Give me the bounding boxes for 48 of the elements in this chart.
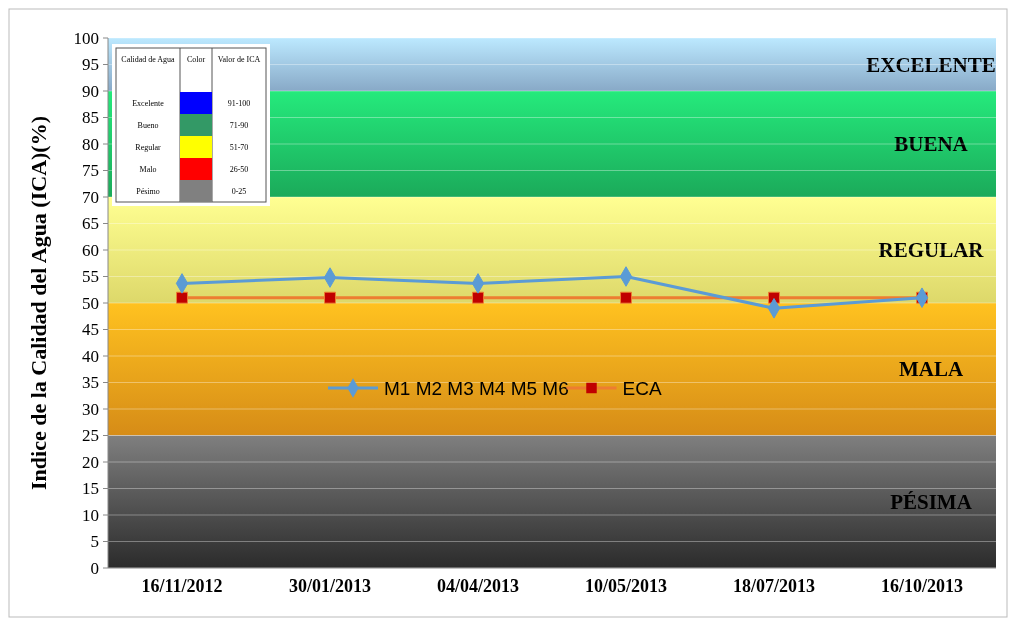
y-tick-label: 10 [82, 505, 99, 525]
annotation: Regular [135, 143, 161, 152]
annotation: Pésimo [136, 187, 160, 196]
y-tick-label: 95 [82, 55, 99, 75]
x-tick-label: 10/05/2013 [584, 576, 668, 596]
annotation: Excelente [132, 99, 165, 108]
y-tick-label: 50 [82, 293, 99, 313]
annotation: 71-90 [229, 121, 249, 130]
annotation: 91-100 [227, 99, 251, 108]
band-label: MALA [898, 357, 964, 382]
y-tick-label: 20 [82, 452, 99, 472]
x-tick-label: 16/11/2012 [141, 576, 223, 596]
y-tick-label: 55 [82, 267, 99, 287]
y-tick-label: 15 [82, 479, 99, 499]
y-tick-label: 45 [82, 320, 99, 340]
y-tick-label: 60 [82, 240, 99, 260]
y-tick-label: 80 [82, 134, 99, 154]
y-tick-label: 85 [82, 108, 99, 128]
band-label: PÉSIMA [890, 489, 973, 514]
annotation: Valor de ICA [217, 55, 261, 64]
y-tick-label: 0 [90, 558, 99, 578]
annotation: Color [186, 55, 206, 64]
legend-label: M1 M2 M3 M4 M5 M6 [384, 377, 569, 399]
x-tick-label: 18/07/2013 [732, 576, 816, 596]
y-tick-label: 75 [82, 161, 99, 181]
x-tick-label: 30/01/2013 [288, 576, 372, 596]
y-tick-label: 100 [73, 28, 99, 48]
y-tick-label: 40 [82, 346, 99, 366]
legend-label: ECA [622, 377, 662, 399]
y-tick-label: 30 [82, 399, 99, 419]
annotation: 0-25 [231, 187, 247, 196]
band-label: BUENA [894, 132, 969, 156]
y-tick-label: 70 [82, 187, 99, 207]
band-label: EXCELENTE [866, 52, 996, 77]
annotation: 51-70 [229, 143, 249, 152]
y-tick-label: 65 [82, 214, 99, 234]
y-axis-title: Indice de la Calidad del Agua (ICA)(%) [26, 115, 51, 491]
y-tick-label: 25 [82, 426, 99, 446]
band-label: REGULAR [878, 238, 985, 262]
annotation: Malo [139, 165, 157, 174]
annotation: Bueno [137, 121, 159, 130]
x-tick-label: 04/04/2013 [436, 576, 520, 596]
x-tick-label: 16/10/2013 [880, 576, 964, 596]
y-tick-label: 35 [82, 373, 99, 393]
y-tick-label: 5 [90, 532, 99, 552]
y-tick-label: 90 [82, 81, 99, 101]
annotation: Calidad de Agua [121, 55, 176, 64]
annotation: 26-50 [229, 165, 249, 174]
